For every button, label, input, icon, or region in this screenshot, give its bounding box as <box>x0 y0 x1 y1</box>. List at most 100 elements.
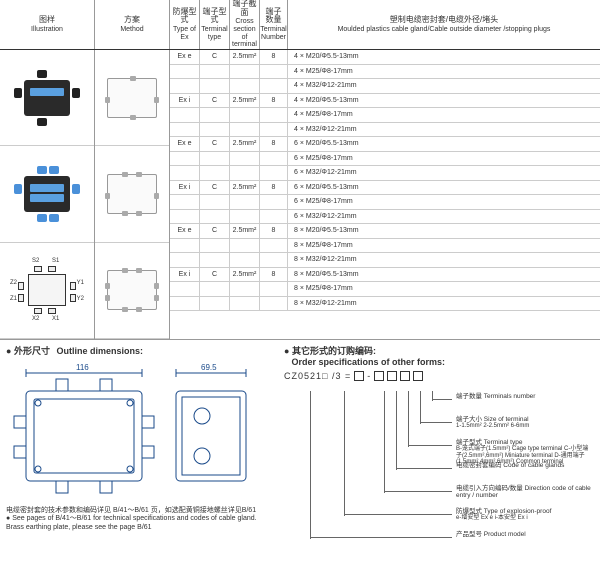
cell-termtype <box>200 166 230 180</box>
table-body: S2 S1 Z2 Z1 Y1 Y2 X2 X1 Ex eC2.5mm²84 × … <box>0 50 600 339</box>
cell-ex: Ex e <box>170 224 200 238</box>
cell-ex <box>170 195 200 209</box>
cell-cross <box>230 65 260 79</box>
cell-cross: 2.5mm² <box>230 50 260 64</box>
cell-ex: Ex i <box>170 94 200 108</box>
cell-termtype <box>200 108 230 122</box>
label-y1: Y1 <box>77 280 84 286</box>
cell-termtype <box>200 152 230 166</box>
spec-row: 4 × M25/Φ8-17mm <box>170 65 600 80</box>
cell-cross <box>230 152 260 166</box>
cell-termtype <box>200 282 230 296</box>
cell-ex <box>170 282 200 296</box>
table-header: 图样Illustration 方案Method 防爆型式Type of Ex 端… <box>0 0 600 50</box>
order-item: 电缆引入方向编码/数量 Direction code of cable entr… <box>456 485 594 499</box>
cell-cross <box>230 79 260 93</box>
spec-row: 4 × M32/Φ12-21mm <box>170 123 600 138</box>
cell-gland: 6 × M32/Φ12-21mm <box>288 166 600 180</box>
note-en: See pages of B/41～B/61 for technical spe… <box>6 515 257 530</box>
method-4 <box>95 50 169 146</box>
cell-ex: Ex i <box>170 181 200 195</box>
outline-note: 电缆密封套的技术参数和编码详见 B/41～B/61 页，如选配黄铜接地螺丝详见B… <box>6 507 276 532</box>
cell-termnum <box>260 79 288 93</box>
method-8 <box>95 243 169 339</box>
cell-termtype <box>200 195 230 209</box>
spec-row: 8 × M32/Φ12-21mm <box>170 297 600 312</box>
outline-dimensions: ● 外形尺寸 Outline dimensions: 116 69.5 <box>6 344 276 568</box>
cell-gland: 8 × M32/Φ12-21mm <box>288 253 600 267</box>
order-specifications: ● 其它形式的订购编码: Order specifications of oth… <box>276 344 594 568</box>
order-item: 防爆型式 Type of explosion-proofe-增安型 Ex e i… <box>456 508 551 522</box>
cell-ex <box>170 79 200 93</box>
cell-cross <box>230 108 260 122</box>
illus-4gland <box>0 50 94 146</box>
cell-gland: 6 × M25/Φ8-17mm <box>288 152 600 166</box>
order-item: 端子大小 Size of terminal1-1.5mm² 2-2.5mm² 6… <box>456 416 529 430</box>
cell-ex <box>170 297 200 311</box>
cell-cross <box>230 210 260 224</box>
spec-row: 8 × M25/Φ8-17mm <box>170 239 600 254</box>
cell-ex <box>170 65 200 79</box>
hdr-method: 方案Method <box>95 0 170 49</box>
cell-termnum <box>260 282 288 296</box>
cell-cross: 2.5mm² <box>230 94 260 108</box>
cell-termtype: C <box>200 137 230 151</box>
dim-height: 69.5 <box>201 363 217 372</box>
cell-cross: 2.5mm² <box>230 137 260 151</box>
dim-width: 116 <box>76 363 89 372</box>
spec-row: Ex eC2.5mm²88 × M20/Φ5.5-13mm <box>170 224 600 239</box>
spec-row: 6 × M25/Φ8-17mm <box>170 152 600 167</box>
cell-termnum <box>260 123 288 137</box>
cell-termtype <box>200 253 230 267</box>
cell-ex <box>170 239 200 253</box>
hdr-termtype: 端子型式Terminal type <box>200 0 230 49</box>
spec-row: 8 × M25/Φ8-17mm <box>170 282 600 297</box>
cell-gland: 6 × M25/Φ8-17mm <box>288 195 600 209</box>
hdr-illustration: 图样Illustration <box>0 0 95 49</box>
spec-row: 4 × M25/Φ8-17mm <box>170 108 600 123</box>
cell-gland: 4 × M20/Φ5.5-13mm <box>288 94 600 108</box>
cell-termnum <box>260 65 288 79</box>
spec-row: 4 × M32/Φ12-21mm <box>170 79 600 94</box>
spec-row: 6 × M25/Φ8-17mm <box>170 195 600 210</box>
label-x2: X2 <box>32 316 39 322</box>
cell-termtype <box>200 239 230 253</box>
cell-termtype <box>200 79 230 93</box>
order-item: 端子数量 Terminals number <box>456 393 535 400</box>
cell-gland: 6 × M20/Φ5.5-13mm <box>288 137 600 151</box>
cell-termnum <box>260 239 288 253</box>
outline-drawing: 116 69.5 <box>6 361 266 501</box>
hdr-cross: 端子截面Cross section of terminal <box>230 0 260 49</box>
cell-ex <box>170 210 200 224</box>
cell-termnum: 8 <box>260 94 288 108</box>
order-title: ● 其它形式的订购编码: Order specifications of oth… <box>284 344 594 367</box>
spec-rows: Ex eC2.5mm²84 × M20/Φ5.5-13mm4 × M25/Φ8-… <box>170 50 600 339</box>
cell-termnum <box>260 253 288 267</box>
spec-row: Ex iC2.5mm²86 × M20/Φ5.5-13mm <box>170 181 600 196</box>
cell-termtype: C <box>200 268 230 282</box>
cell-gland: 8 × M25/Φ8-17mm <box>288 239 600 253</box>
cell-gland: 6 × M32/Φ12-21mm <box>288 210 600 224</box>
cell-termtype: C <box>200 94 230 108</box>
label-s1: S1 <box>52 258 59 264</box>
cell-termnum: 8 <box>260 137 288 151</box>
method-column <box>95 50 170 339</box>
cell-termnum: 8 <box>260 50 288 64</box>
cell-cross <box>230 195 260 209</box>
cell-ex: Ex e <box>170 50 200 64</box>
cell-termnum <box>260 210 288 224</box>
order-code: CZ0521□ /3 = - <box>284 371 594 381</box>
cell-termtype: C <box>200 181 230 195</box>
cell-gland: 4 × M25/Φ8-17mm <box>288 65 600 79</box>
cell-ex <box>170 166 200 180</box>
cell-gland: 8 × M20/Φ5.5-13mm <box>288 268 600 282</box>
label-s2: S2 <box>32 258 39 264</box>
cell-termnum <box>260 152 288 166</box>
cell-termtype <box>200 210 230 224</box>
order-diagram: CZ0521□ /3 = - 端子数量 Terminals number 端子大小… <box>284 371 594 551</box>
spec-row: Ex eC2.5mm²84 × M20/Φ5.5-13mm <box>170 50 600 65</box>
cell-gland: 6 × M20/Φ5.5-13mm <box>288 181 600 195</box>
cell-cross <box>230 253 260 267</box>
cell-gland: 4 × M25/Φ8-17mm <box>288 108 600 122</box>
datasheet: 图样Illustration 方案Method 防爆型式Type of Ex 端… <box>0 0 600 572</box>
